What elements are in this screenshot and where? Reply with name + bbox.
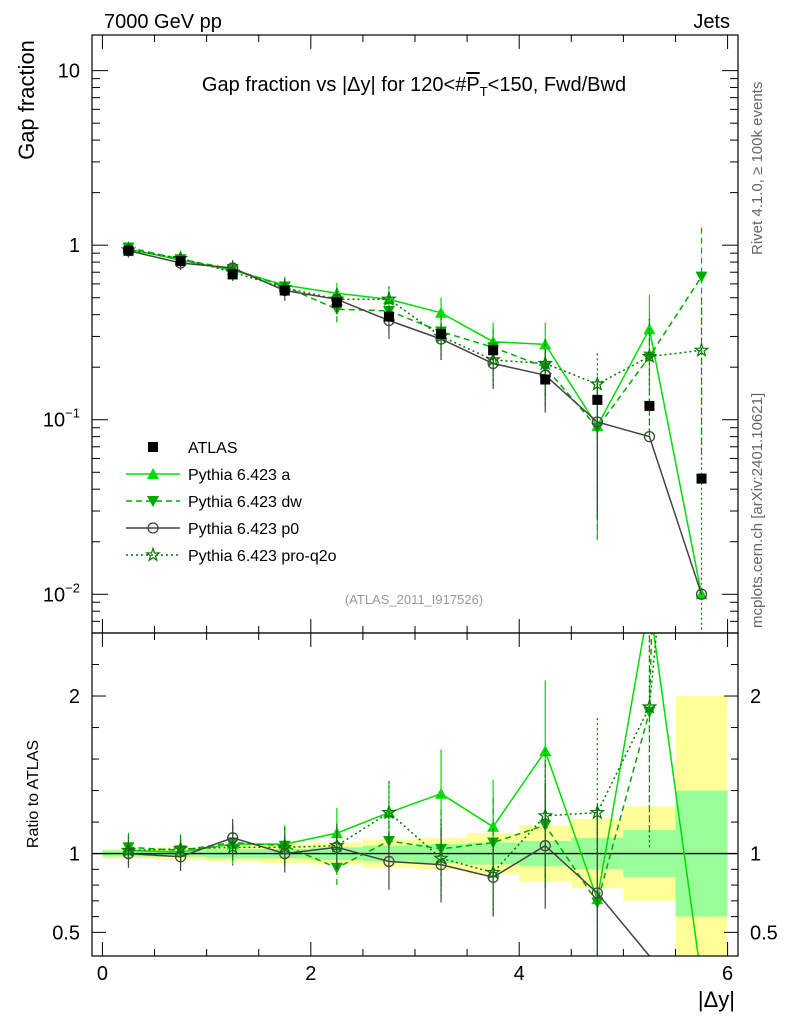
y-tick-label: 1 bbox=[69, 235, 80, 257]
ratio-y-tick-label-right: 1 bbox=[750, 844, 761, 866]
ratio-panel-frame bbox=[91, 632, 739, 957]
series-line bbox=[128, 248, 703, 595]
ratio-y-tick-label-left: 2 bbox=[69, 686, 80, 708]
ratio-series-pythia-6-423-a bbox=[122, 633, 700, 956]
legend-label: Pythia 6.423 a bbox=[188, 467, 290, 484]
ratio-data-point bbox=[328, 837, 345, 853]
y-tick-label: 10−1 bbox=[43, 406, 80, 432]
data-point bbox=[435, 306, 448, 318]
ratio-data-point bbox=[537, 807, 554, 823]
legend-marker bbox=[147, 496, 159, 507]
legend-entry: ATLAS bbox=[148, 440, 238, 457]
legend-label: Pythia 6.423 p0 bbox=[188, 521, 299, 538]
legend-marker bbox=[147, 468, 159, 479]
axes-layer: 10 1 10−1 10−2 0 2 4 6 2 2 1 1 0.5 0.5 bbox=[43, 35, 778, 985]
ratio-series-line bbox=[128, 633, 700, 956]
legend-entry: Pythia 6.423 dw bbox=[126, 494, 302, 511]
x-axis-title: |Δy| bbox=[698, 987, 735, 1012]
atlas-data-point bbox=[123, 245, 134, 256]
plot-title: Gap fraction vs |Δy| for 120<#PT<150, Fw… bbox=[202, 74, 626, 99]
series-line bbox=[128, 249, 703, 595]
legend-label: ATLAS bbox=[188, 440, 238, 457]
ratio-data-point bbox=[433, 849, 449, 866]
data-point bbox=[693, 341, 710, 357]
main-series-layer bbox=[120, 227, 710, 633]
ratio-data-point bbox=[487, 820, 500, 832]
ratio-data-point bbox=[120, 842, 137, 858]
ratio-y-tick-label-right: 0.5 bbox=[750, 922, 778, 944]
series-line bbox=[128, 246, 703, 429]
legend-entry: Pythia 6.423 p0 bbox=[126, 521, 299, 538]
ratio-data-point bbox=[224, 838, 241, 854]
series-atlas bbox=[123, 245, 707, 484]
ratio-data-point bbox=[383, 855, 395, 868]
atlas-data-point bbox=[279, 285, 290, 296]
y-axis-title: Gap fraction bbox=[14, 40, 39, 160]
atlas-data-point bbox=[644, 400, 655, 411]
data-point bbox=[537, 355, 554, 371]
data-point bbox=[641, 348, 658, 364]
data-point bbox=[643, 430, 656, 443]
ratio-y-tick-label-left: 0.5 bbox=[52, 922, 80, 944]
ratio-series-layer bbox=[120, 633, 700, 956]
atlas-data-point bbox=[592, 394, 603, 405]
ratio-series-pythia-6-423-pro-q2o bbox=[120, 633, 658, 917]
data-point bbox=[487, 357, 499, 370]
y-tick-label: 10−2 bbox=[43, 580, 80, 606]
data-point bbox=[381, 290, 397, 306]
x-tick-label: 0 bbox=[97, 963, 108, 985]
atlas-data-point bbox=[696, 473, 707, 484]
ratio-data-point bbox=[276, 838, 293, 854]
ratio-data-point bbox=[485, 864, 502, 880]
legend-entry: Pythia 6.423 pro-q2o bbox=[126, 546, 337, 565]
legend-label: Pythia 6.423 dw bbox=[188, 494, 302, 511]
x-tick-label: 2 bbox=[305, 963, 316, 985]
ratio-data-point bbox=[331, 841, 343, 853]
legend-entry: Pythia 6.423 a bbox=[126, 467, 290, 484]
legend-marker bbox=[145, 546, 161, 562]
ratio-data-point bbox=[487, 871, 499, 883]
data-point bbox=[589, 375, 606, 391]
ratio-data-point bbox=[227, 832, 239, 844]
ratio-data-point bbox=[591, 887, 603, 899]
legend-marker bbox=[147, 522, 159, 534]
analysis-id-watermark: (ATLAS_2011_I917526) bbox=[345, 592, 483, 607]
ratio-data-point bbox=[381, 804, 397, 820]
rivet-version-label: Rivet 4.1.0, ≥ 100k events bbox=[749, 82, 766, 255]
ratio-series-line bbox=[128, 633, 658, 874]
ratio-y-axis-title: Ratio to ATLAS bbox=[25, 740, 42, 848]
ratio-data-point bbox=[122, 847, 135, 860]
series-pythia-6-423-p0 bbox=[122, 244, 708, 600]
analysis-category-label: Jets bbox=[693, 11, 730, 33]
legend-marker bbox=[148, 442, 158, 452]
atlas-data-point bbox=[175, 256, 186, 267]
legend-label: Pythia 6.423 pro-q2o bbox=[188, 548, 337, 565]
data-point bbox=[695, 271, 708, 283]
atlas-data-point bbox=[540, 374, 551, 385]
ratio-data-point bbox=[435, 787, 448, 799]
ratio-series-line bbox=[128, 837, 652, 956]
atlas-data-point bbox=[436, 328, 447, 339]
x-tick-label: 4 bbox=[514, 963, 525, 985]
data-point bbox=[591, 416, 603, 428]
data-point bbox=[485, 351, 502, 367]
atlas-data-point bbox=[331, 297, 342, 308]
x-tick-label: 6 bbox=[722, 963, 733, 985]
ratio-data-point bbox=[589, 804, 606, 820]
collision-energy-label: 7000 GeV pp bbox=[104, 11, 222, 33]
ratio-data-point bbox=[172, 840, 189, 856]
atlas-data-point bbox=[227, 269, 238, 280]
ratio-y-tick-label-right: 2 bbox=[750, 686, 761, 708]
main-panel-frame bbox=[91, 34, 739, 634]
legend: ATLAS Pythia 6.423 a Pythia 6.423 dw Pythia… bbox=[126, 440, 337, 565]
series-pythia-6-423-a bbox=[122, 242, 708, 600]
atlas-data-point bbox=[488, 345, 499, 356]
mcplots-citation-label: mcplots.cern.ch [arXiv:2401.10621] bbox=[749, 393, 766, 628]
atlas-data-point bbox=[383, 311, 394, 322]
y-tick-label: 10 bbox=[58, 61, 80, 83]
ratio-data-point bbox=[641, 698, 658, 714]
series-line bbox=[128, 249, 702, 385]
ratio-y-tick-label-left: 1 bbox=[69, 844, 80, 866]
